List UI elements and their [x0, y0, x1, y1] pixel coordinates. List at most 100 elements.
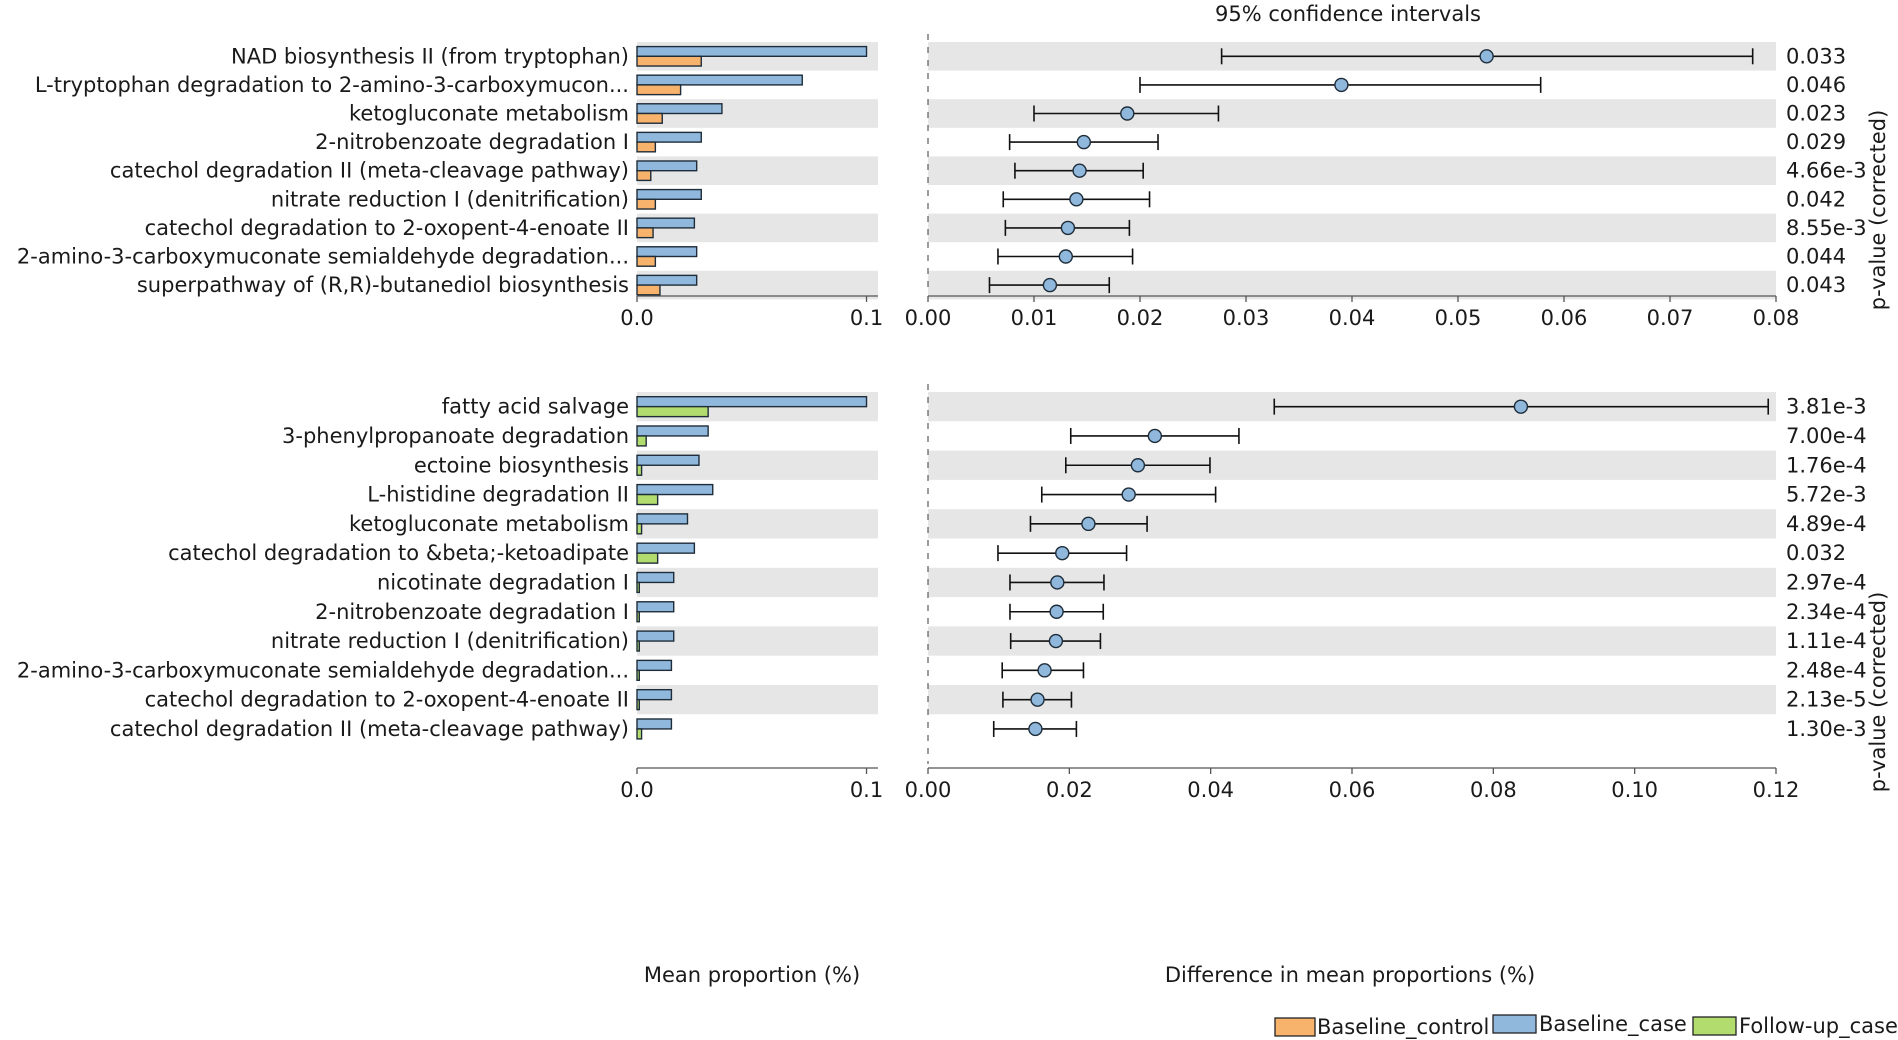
bottom-ci-panel: 3.81e-3 7.00e-4 1.76e-4 5.72e-3 4.89e-4 0.032…	[905, 384, 1867, 802]
bottom-ci-mean-point	[1050, 575, 1065, 590]
bottom-p-value: 1.11e-4	[1786, 629, 1867, 653]
top-bar-x-tick-label: 0.0	[620, 306, 653, 330]
bottom-category-label: ketogluconate metabolism	[349, 512, 629, 536]
bottom-bar-baseline-case	[636, 601, 675, 613]
top-category-label: NAD biosynthesis II (from tryptophan)	[231, 44, 629, 68]
top-bar-panel: NAD biosynthesis II (from tryptophan) L-t…	[17, 42, 883, 330]
top-bar-baseline-control	[636, 112, 663, 124]
bottom-bar-baseline-case	[636, 542, 696, 554]
top-bar-x-tick-label: 0.1	[850, 306, 883, 330]
bottom-bar-follow-up-case	[636, 464, 643, 476]
bottom-p-value: 0.032	[1786, 541, 1846, 565]
bottom-bar-baseline-case	[636, 571, 675, 584]
bottom-ci-mean-point	[1130, 458, 1146, 473]
top-ci-x-tick-label: 0.03	[1223, 306, 1270, 330]
top-bar-baseline-case	[636, 274, 698, 286]
bottom-category-label: nitrate reduction I (denitrification)	[271, 629, 629, 653]
top-category-label: catechol degradation II (meta-cleavage p…	[110, 159, 629, 183]
top-bar-baseline-case	[636, 160, 698, 172]
top-bar-baseline-control	[636, 284, 661, 296]
legend-label-follow-up-case: Follow-up_case	[1739, 1014, 1898, 1039]
top-category-label: nitrate reduction I (denitrification)	[271, 187, 629, 211]
legend: Baseline_control Baseline_case Follow-up…	[1274, 1012, 1898, 1040]
top-p-value: 4.66e-3	[1786, 159, 1867, 183]
bottom-ci-row-shade	[928, 450, 1776, 480]
bar-x-axis-label: Mean proportion (%)	[644, 963, 860, 987]
bottom-category-label: catechol degradation II (meta-cleavage p…	[110, 717, 629, 741]
bottom-bar-follow-up-case	[636, 611, 640, 623]
legend-swatch-baseline-case	[1492, 1014, 1537, 1034]
legend-swatch-follow-up-case	[1692, 1016, 1737, 1036]
bottom-p-value: 2.97e-4	[1786, 570, 1867, 594]
bottom-bar-x-tick-label: 0.1	[850, 778, 883, 802]
bottom-p-value: 3.81e-3	[1786, 395, 1867, 419]
bottom-p-value: 1.30e-3	[1786, 717, 1867, 741]
pvalue-axis-label-bottom: p-value (corrected)	[1866, 592, 1890, 793]
top-ci-mean-point	[1060, 220, 1076, 236]
top-p-value: 0.033	[1786, 44, 1846, 68]
top-p-value: 0.043	[1786, 273, 1846, 297]
top-ci-x-tick-label: 0.05	[1435, 306, 1482, 330]
top-bar-baseline-control	[636, 198, 657, 210]
bottom-ci-mean-point	[1121, 487, 1136, 502]
bottom-bar-follow-up-case	[636, 552, 659, 564]
bottom-bar-baseline-case	[636, 630, 675, 642]
top-bar-baseline-case	[636, 74, 803, 86]
bottom-ci-mean-point	[1048, 633, 1064, 649]
top-bar-baseline-control	[636, 141, 657, 153]
bottom-category-label: 3-phenylpropanoate degradation	[282, 424, 629, 448]
bottom-p-value: 2.34e-4	[1786, 600, 1867, 624]
top-p-value: 0.046	[1786, 73, 1846, 97]
bottom-ci-x-tick-label: 0.04	[1187, 778, 1234, 802]
top-ci-mean-point	[1042, 277, 1058, 293]
bottom-p-value: 1.76e-4	[1786, 453, 1867, 477]
ci-x-axis-label: Difference in mean proportions (%)	[1165, 963, 1535, 987]
top-ci-mean-point	[1334, 77, 1349, 93]
top-bar-baseline-control	[636, 55, 702, 67]
legend-swatch-baseline-control	[1274, 1017, 1316, 1037]
bottom-bar-baseline-case	[636, 395, 868, 408]
bottom-ci-x-tick-label: 0.06	[1329, 778, 1376, 802]
bottom-category-label: nicotinate degradation I	[377, 570, 629, 594]
top-ci-x-tick-label: 0.02	[1117, 306, 1164, 330]
top-p-value: 0.029	[1786, 130, 1846, 154]
pvalue-axis-label-top: p-value (corrected)	[1866, 110, 1890, 311]
top-bar-baseline-case	[636, 217, 696, 229]
top-category-label: 2-nitrobenzoate degradation I	[315, 130, 629, 154]
top-ci-mean-point	[1479, 49, 1494, 64]
bottom-bar-baseline-case	[636, 425, 709, 437]
top-bar-baseline-case	[636, 131, 702, 143]
bottom-p-value: 7.00e-4	[1786, 424, 1867, 448]
bottom-bar-follow-up-case	[636, 493, 659, 506]
top-ci-x-tick-label: 0.06	[1541, 306, 1588, 330]
top-ci-x-tick-label: 0.04	[1329, 306, 1376, 330]
bottom-bar-row-shade	[637, 567, 878, 598]
top-bar-baseline-control	[636, 169, 652, 182]
bottom-ci-x-tick-label: 0.10	[1611, 778, 1658, 802]
top-ci-x-tick-label: 0.00	[905, 306, 952, 330]
top-ci-x-tick-label: 0.08	[1753, 306, 1800, 330]
bottom-bar-follow-up-case	[636, 405, 709, 418]
bottom-bar-baseline-case	[636, 659, 673, 672]
bottom-ci-mean-point	[1513, 399, 1529, 414]
top-p-value: 0.023	[1786, 102, 1846, 126]
legend-label-baseline-control: Baseline_control	[1317, 1015, 1489, 1040]
bottom-bar-baseline-case	[636, 688, 673, 701]
bottom-ci-mean-point	[1049, 604, 1064, 619]
bottom-p-value: 4.89e-4	[1786, 512, 1867, 536]
top-ci-mean-point	[1058, 249, 1074, 264]
top-category-label: catechol degradation to 2-oxopent-4-enoa…	[145, 216, 629, 240]
bottom-ci-x-tick-label: 0.02	[1046, 778, 1093, 802]
top-category-label: ketogluconate metabolism	[349, 102, 629, 126]
top-p-value: 8.55e-3	[1786, 216, 1867, 240]
bottom-ci-mean-point	[1081, 516, 1096, 532]
bottom-bar-row-shade	[637, 626, 878, 656]
bottom-bar-baseline-case	[636, 483, 714, 496]
bottom-ci-mean-point	[1037, 663, 1052, 678]
bottom-bar-follow-up-case	[636, 669, 640, 682]
bottom-category-label: catechol degradation to 2-oxopent-4-enoa…	[145, 688, 629, 712]
bottom-bar-baseline-case	[636, 513, 689, 525]
top-ci-mean-point	[1120, 106, 1135, 121]
bottom-ci-x-tick-label: 0.08	[1470, 778, 1517, 802]
top-p-value: 0.044	[1786, 245, 1846, 269]
